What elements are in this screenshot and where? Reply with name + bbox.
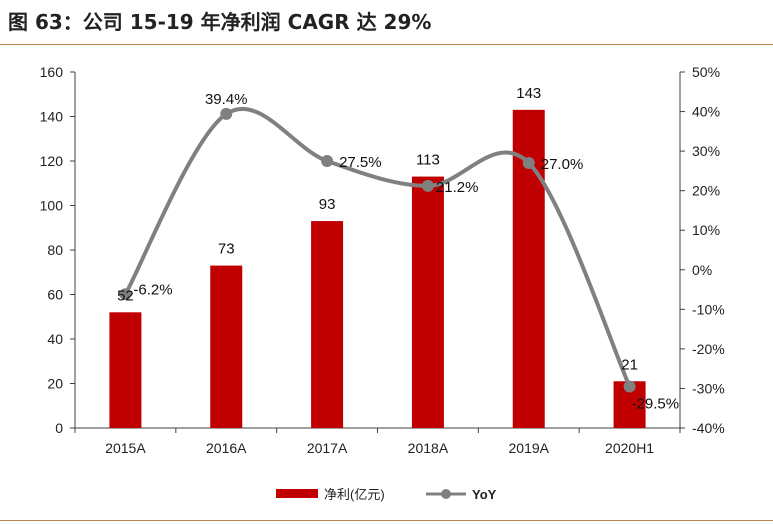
bar-value-label: 21 [621, 356, 638, 373]
right-tick-label: 50% [692, 64, 720, 80]
legend-label-yoy: YoY [472, 487, 497, 502]
legend: 净利(亿元) YoY [276, 487, 497, 502]
yoy-value-label: -29.5% [632, 395, 680, 412]
yoy-marker [321, 155, 334, 167]
title-rule [0, 44, 773, 45]
x-tick-label: 2019A [509, 440, 550, 456]
right-tick-label: 30% [692, 143, 720, 159]
bar-value-label: 93 [319, 196, 336, 213]
bar [210, 265, 243, 428]
bar-value-label: 52 [117, 287, 134, 304]
yoy-marker [119, 288, 132, 301]
bar-series [109, 109, 646, 428]
right-tick-label: -40% [692, 420, 725, 436]
bar [311, 221, 344, 428]
x-tick-label: 2016A [206, 440, 247, 456]
x-tick-label: 2017A [307, 440, 348, 456]
yoy-marker [220, 107, 233, 120]
left-tick-label: 20 [47, 376, 63, 392]
yoy-line [123, 106, 632, 389]
left-tick-label: 0 [55, 420, 63, 436]
right-tick-label: 20% [692, 183, 720, 199]
left-tick-label: 40 [47, 331, 63, 347]
bar-value-label: 73 [218, 241, 235, 258]
right-tick-label: -20% [692, 341, 725, 357]
footer-rule [0, 520, 773, 521]
axes: 0 20 40 60 80 100 120 140 160 -40% -30% -20% -10% 0% 1… [40, 64, 725, 456]
yoy-value-label: 21.2% [436, 179, 479, 196]
left-tick-label: 160 [40, 64, 64, 80]
yoy-marker [421, 179, 434, 192]
bar [411, 176, 444, 428]
right-tick-label: -30% [692, 380, 725, 396]
yoy-marker [522, 156, 535, 169]
yoy-value-label: -6.2% [133, 281, 172, 298]
left-tick-label: 60 [47, 287, 63, 303]
yoy-marker [623, 380, 636, 393]
yoy-value-label: 39.4% [205, 91, 248, 108]
right-tick-label: 0% [692, 262, 712, 278]
line-series [119, 106, 636, 393]
left-tick-label: 80 [47, 242, 63, 258]
legend-label-net-profit: 净利(亿元) [324, 487, 385, 502]
yoy-value-label: 27.5% [339, 154, 382, 171]
right-tick-label: -10% [692, 301, 725, 317]
bar-value-label: 113 [416, 152, 440, 169]
x-tick-label: 2020H1 [605, 440, 654, 456]
x-tick-label: 2018A [408, 440, 449, 456]
bar [109, 312, 142, 428]
yoy-value-label: 27.0% [541, 156, 584, 173]
data-labels: 52 73 93 113 143 21 -6.2% 39.4% 27.5% 21.2% 27.0% -… [117, 85, 679, 413]
right-tick-label: 10% [692, 222, 720, 238]
bar-value-label: 143 [516, 85, 541, 102]
legend-line-marker [441, 489, 451, 499]
x-tick-label: 2015A [105, 440, 146, 456]
left-tick-label: 100 [40, 198, 64, 214]
left-tick-label: 120 [40, 153, 64, 169]
chart-title: 图 63：公司 15-19 年净利润 CAGR 达 29% [8, 10, 432, 34]
legend-bar-swatch [276, 489, 318, 498]
left-tick-label: 140 [40, 109, 64, 125]
right-tick-label: 40% [692, 104, 720, 120]
